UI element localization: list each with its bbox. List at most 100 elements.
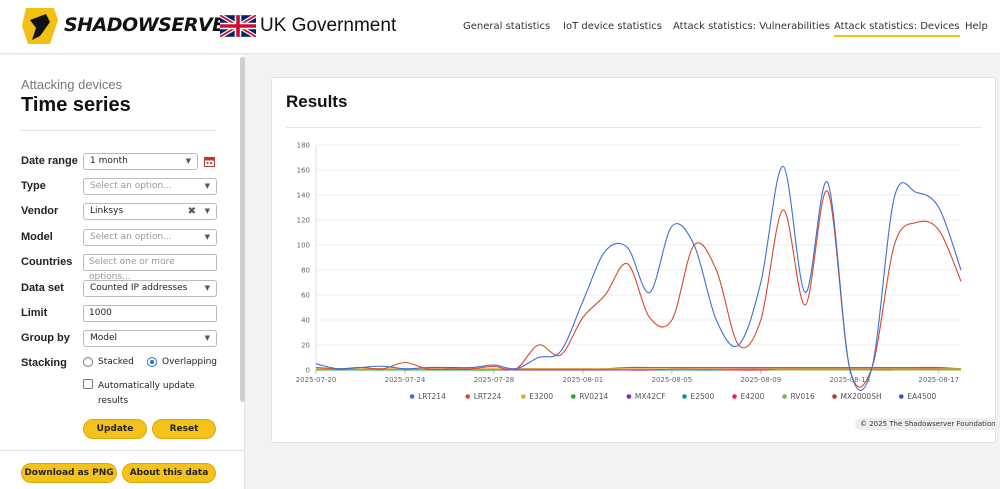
about-data-button[interactable]: About this data <box>122 463 216 483</box>
uk-flag-icon <box>220 15 256 37</box>
nav-help[interactable]: Help <box>965 21 988 32</box>
x-tick-label: 2025-07-20 <box>296 376 337 384</box>
top-bar <box>0 0 1000 54</box>
chevron-down-icon: ▼ <box>204 207 210 215</box>
x-tick-label: 2025-08-13 <box>829 376 870 384</box>
nav-attack-vulnerabilities[interactable]: Attack statistics: Vulnerabilities <box>673 21 830 32</box>
legend-marker-mx42cf <box>626 394 632 399</box>
legend-label: E3200 <box>529 392 553 401</box>
sidebar-subtitle: Attacking devices <box>21 77 123 92</box>
legend-marker-lrt214 <box>409 394 415 399</box>
overlapping-radio-label[interactable]: Overlapping <box>162 357 218 367</box>
logo-text[interactable]: SHADOWSERVER <box>64 14 239 36</box>
sidebar-divider <box>21 130 216 131</box>
model-select[interactable]: Select an option... ▼ <box>83 229 217 246</box>
y-tick-label: 100 <box>297 242 310 250</box>
y-tick-label: 120 <box>297 217 310 225</box>
shadowserver-logo-icon[interactable] <box>20 6 60 46</box>
date-range-value: 1 month <box>90 156 128 166</box>
overlapping-radio[interactable] <box>147 357 157 367</box>
y-tick-label: 80 <box>301 267 310 275</box>
legend-label: LRT214 <box>418 392 446 401</box>
y-tick-label: 0 <box>306 367 310 375</box>
legend-marker-rv016 <box>782 394 787 399</box>
sidebar-bottom-divider <box>0 450 245 451</box>
legend-label: RV016 <box>791 392 815 401</box>
model-placeholder: Select an option... <box>90 232 172 242</box>
legend-marker-rv0214 <box>571 394 576 399</box>
chevron-down-icon: ▼ <box>204 334 210 342</box>
countries-label: Countries <box>21 256 73 268</box>
time-series-chart[interactable]: 0 20 40 60 80 100 120 140 160 180 2025-07-20 2025-0… <box>271 130 996 420</box>
legend-marker-mx2000sh <box>832 394 837 399</box>
data-set-label: Data set <box>21 282 64 294</box>
data-set-select[interactable]: Counted IP addresses ▼ <box>83 280 217 297</box>
y-tick-label: 180 <box>297 142 310 150</box>
x-tick-label: 2025-08-05 <box>652 376 693 384</box>
data-set-value: Counted IP addresses <box>90 283 188 293</box>
type-placeholder: Select an option... <box>90 181 172 191</box>
y-tick-label: 20 <box>301 342 310 350</box>
limit-label: Limit <box>21 307 48 319</box>
series-line-rv0214 <box>316 366 962 371</box>
stacked-radio[interactable] <box>83 357 93 367</box>
model-label: Model <box>21 231 53 243</box>
chevron-down-icon: ▼ <box>204 182 210 190</box>
date-range-select[interactable]: 1 month ▼ <box>83 153 198 170</box>
legend-marker-lrt224 <box>465 394 470 399</box>
chevron-down-icon: ▼ <box>204 233 210 241</box>
auto-update-checkbox[interactable] <box>83 379 93 389</box>
type-select[interactable]: Select an option... ▼ <box>83 178 217 195</box>
update-button[interactable]: Update <box>83 419 147 439</box>
y-tick-label: 40 <box>301 317 310 325</box>
legend-label: MX42CF <box>635 392 666 401</box>
clear-icon[interactable]: ✖ <box>187 206 196 217</box>
nav-attack-devices[interactable]: Attack statistics: Devices <box>834 21 960 37</box>
stacking-label: Stacking <box>21 357 67 369</box>
copyright-credit: © 2025 The Shadowserver Foundation <box>855 418 1000 430</box>
legend-label: RV0214 <box>579 392 608 401</box>
chevron-down-icon: ▼ <box>185 157 191 165</box>
legend-marker-e3200 <box>521 394 526 399</box>
sidebar-scrollbar[interactable] <box>240 57 245 402</box>
countries-input[interactable]: Select one or more options... <box>83 254 217 282</box>
legend-label: E4200 <box>741 392 765 401</box>
y-tick-label: 140 <box>297 192 310 200</box>
nav-general-statistics[interactable]: General statistics <box>463 21 551 32</box>
x-tick-label: 2025-07-24 <box>385 376 426 384</box>
calendar-icon[interactable] <box>204 156 215 167</box>
download-png-button[interactable]: Download as PNG <box>21 463 117 483</box>
results-title: Results <box>286 92 348 111</box>
legend-label: MX2000SH <box>841 392 882 401</box>
limit-input[interactable]: 1000 <box>83 305 217 322</box>
filter-sidebar <box>0 55 245 489</box>
nav-iot-device-statistics[interactable]: IoT device statistics <box>563 21 662 32</box>
y-tick-label: 60 <box>301 292 310 300</box>
x-tick-label: 2025-07-28 <box>474 376 515 384</box>
y-tick-label: 160 <box>297 167 310 175</box>
legend-marker-e4200 <box>732 394 737 399</box>
vendor-label: Vendor <box>21 205 59 217</box>
reset-button[interactable]: Reset <box>152 419 216 439</box>
legend-label: EA4500 <box>907 392 936 401</box>
sidebar-title: Time series <box>21 94 131 116</box>
vendor-select[interactable]: Linksys ✖ ▼ <box>83 203 217 220</box>
legend-marker-e2500 <box>682 394 687 399</box>
group-by-label: Group by <box>21 332 70 344</box>
group-by-select[interactable]: Model ▼ <box>83 330 217 347</box>
series-line-lrt214 <box>315 165 962 391</box>
auto-update-label[interactable]: Automatically update results <box>98 381 195 406</box>
vendor-value: Linksys <box>90 206 124 216</box>
type-label: Type <box>21 180 46 192</box>
chevron-down-icon: ▼ <box>204 284 210 292</box>
x-tick-label: 2025-08-01 <box>563 376 604 384</box>
x-tick-label: 2025-08-09 <box>740 376 781 384</box>
legend-label: LRT224 <box>474 392 502 401</box>
x-tick-label: 2025-08-17 <box>918 376 959 384</box>
group-by-value: Model <box>90 333 118 343</box>
legend-label: E2500 <box>691 392 715 401</box>
stacked-radio-label[interactable]: Stacked <box>98 357 134 367</box>
partner-name: UK Government <box>260 15 397 36</box>
series-line-lrt224 <box>315 190 962 388</box>
results-divider <box>286 127 982 128</box>
